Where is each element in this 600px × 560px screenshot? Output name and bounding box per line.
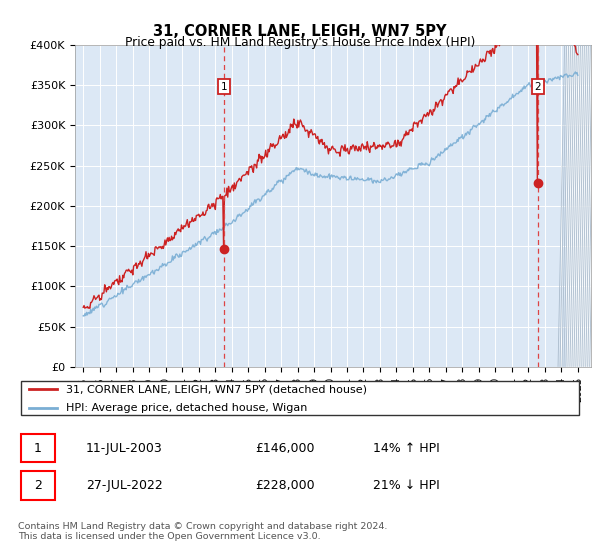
- FancyBboxPatch shape: [21, 433, 55, 463]
- FancyBboxPatch shape: [21, 472, 55, 500]
- Bar: [566, 45, 591, 367]
- Text: 1: 1: [34, 441, 41, 455]
- Text: 1: 1: [221, 82, 227, 92]
- Text: 14% ↑ HPI: 14% ↑ HPI: [373, 441, 440, 455]
- Text: Contains HM Land Registry data © Crown copyright and database right 2024.
This d: Contains HM Land Registry data © Crown c…: [18, 522, 388, 542]
- Text: £228,000: £228,000: [255, 479, 314, 492]
- Text: 31, CORNER LANE, LEIGH, WN7 5PY (detached house): 31, CORNER LANE, LEIGH, WN7 5PY (detache…: [66, 384, 367, 394]
- Text: 31, CORNER LANE, LEIGH, WN7 5PY: 31, CORNER LANE, LEIGH, WN7 5PY: [153, 24, 447, 39]
- Text: 11-JUL-2003: 11-JUL-2003: [86, 441, 163, 455]
- Text: 27-JUL-2022: 27-JUL-2022: [86, 479, 163, 492]
- Text: £146,000: £146,000: [255, 441, 314, 455]
- Text: Price paid vs. HM Land Registry's House Price Index (HPI): Price paid vs. HM Land Registry's House …: [125, 36, 475, 49]
- FancyBboxPatch shape: [21, 381, 579, 416]
- Text: 21% ↓ HPI: 21% ↓ HPI: [373, 479, 440, 492]
- Text: 2: 2: [34, 479, 41, 492]
- Text: HPI: Average price, detached house, Wigan: HPI: Average price, detached house, Wiga…: [66, 403, 307, 413]
- Text: 2: 2: [535, 82, 541, 92]
